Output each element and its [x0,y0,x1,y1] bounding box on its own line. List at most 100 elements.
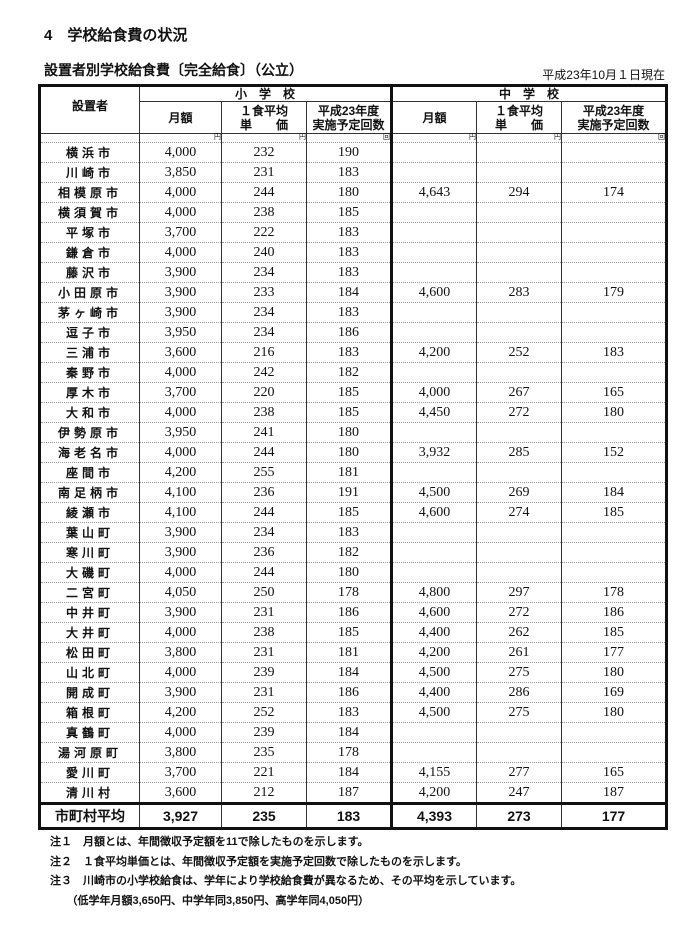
setter-name: 真鶴町 [39,722,140,743]
school-lunch-fee-table: 設置者 小 学 校 中 学 校 月額 １食平均単 価 平成23年度 実施予定回数 … [38,84,668,830]
table-cell [390,362,477,383]
table-cell [561,202,667,223]
table-row: 湯河原町 3,800 235 178 [39,742,667,763]
table-cell [390,542,477,563]
setter-name: 厚木市 [39,382,140,403]
table-cell: 272 [476,402,562,423]
table-cell: 4,450 [390,402,477,423]
table-row: 松田町 3,800 231 181 4,200 261 177 [39,642,667,663]
table-cell: 3,700 [139,222,222,243]
table-cell [476,262,562,283]
table-cell [476,522,562,543]
table-cell: 4,200 [390,782,477,804]
unit-label: 円 [139,133,222,143]
table-cell: 183 [306,302,392,323]
setter-name: 湯河原町 [39,742,140,763]
table-cell: 242 [221,362,307,383]
setter-name: 大井町 [39,622,140,643]
table-row: 相模原市 4,000 244 180 4,643 294 174 [39,182,667,203]
as-of-date: 平成23年10月１日現在 [542,68,665,82]
table-cell: 221 [221,762,307,783]
table-cell [390,302,477,323]
table-cell [476,742,562,763]
table-cell: 4,000 [139,362,222,383]
table-row: 三浦市 3,600 216 183 4,200 252 183 [39,342,667,363]
table-cell: 275 [476,662,562,683]
table-row: 清川村 3,600 212 187 4,200 247 187 [39,782,667,804]
table-cell [561,162,667,183]
table-cell [476,362,562,383]
table-cell: 180 [561,402,667,423]
table-cell: 231 [221,642,307,663]
setter-name: 横須賀市 [39,202,140,223]
table-title: 設置者別学校給食費〔完全給食〕（公立） [44,62,303,78]
table-cell: 252 [476,342,562,363]
table-cell [390,422,477,443]
unit-label: 回 [561,133,667,143]
average-label: 市町村平均 [39,802,140,829]
table-cell: 277 [476,762,562,783]
table-cell: 180 [306,422,392,443]
table-row: 厚木市 3,700 220 185 4,000 267 165 [39,382,667,403]
table-cell: 267 [476,382,562,403]
table-cell: 244 [221,502,307,523]
table-cell: 180 [561,662,667,683]
table-cell: 184 [306,662,392,683]
table-cell: 3,900 [139,682,222,703]
table-row: 開成町 3,900 231 186 4,400 286 169 [39,682,667,703]
table-cell [561,302,667,323]
setter-name: 三浦市 [39,342,140,363]
table-cell: 283 [476,282,562,303]
table-cell: 185 [306,202,392,223]
notes: 注１ 月額とは、年間徴収予定額を11で除したものを示します。 注２ １食平均単価と… [50,833,521,911]
average-cell: 177 [561,802,667,829]
table-cell: 244 [221,442,307,463]
unit-label: 円 [476,133,562,143]
table-cell [476,142,562,163]
table-row: 秦野市 4,000 242 182 [39,362,667,383]
section-title: 4 学校給食費の状況 [44,27,188,44]
setter-name: 山北町 [39,662,140,683]
table-cell: 4,400 [390,682,477,703]
header-count: 平成23年度 実施予定回数 [306,101,392,134]
setter-name: 小田原市 [39,282,140,303]
table-cell: 4,200 [390,642,477,663]
table-cell [390,202,477,223]
table-cell: 185 [561,502,667,523]
table-cell: 4,000 [139,202,222,223]
setter-name: 秦野市 [39,362,140,383]
units-row: 円 円 回 円 円 回 [39,133,667,143]
table-cell [476,302,562,323]
table-row: 愛川町 3,700 221 184 4,155 277 165 [39,762,667,783]
table-cell: 272 [476,602,562,623]
table-cell [390,322,477,343]
table-row: 鎌倉市 4,000 240 183 [39,242,667,263]
setter-name: 平塚市 [39,222,140,243]
table-cell: 185 [306,502,392,523]
setter-name: 清川村 [39,782,140,804]
table-cell: 165 [561,382,667,403]
table-cell [476,322,562,343]
table-cell: 4,000 [139,622,222,643]
table-row: 箱根町 4,200 252 183 4,500 275 180 [39,702,667,723]
table-row: 座間市 4,200 255 181 [39,462,667,483]
table-cell: 4,000 [139,562,222,583]
table-cell: 4,500 [390,482,477,503]
table-cell [561,722,667,743]
table-cell: 236 [221,542,307,563]
table-cell: 178 [306,742,392,763]
table-cell: 184 [561,482,667,503]
table-row: 大和市 4,000 238 185 4,450 272 180 [39,402,667,423]
table-cell: 181 [306,642,392,663]
table-cell [476,422,562,443]
table-cell: 238 [221,402,307,423]
table-row: 山北町 4,000 239 184 4,500 275 180 [39,662,667,683]
table-cell: 182 [306,542,392,563]
table-cell: 274 [476,502,562,523]
table-cell: 250 [221,582,307,603]
table-cell [390,562,477,583]
table-cell: 212 [221,782,307,804]
table-cell: 4,400 [390,622,477,643]
table-cell: 4,800 [390,582,477,603]
table-cell: 183 [306,342,392,363]
